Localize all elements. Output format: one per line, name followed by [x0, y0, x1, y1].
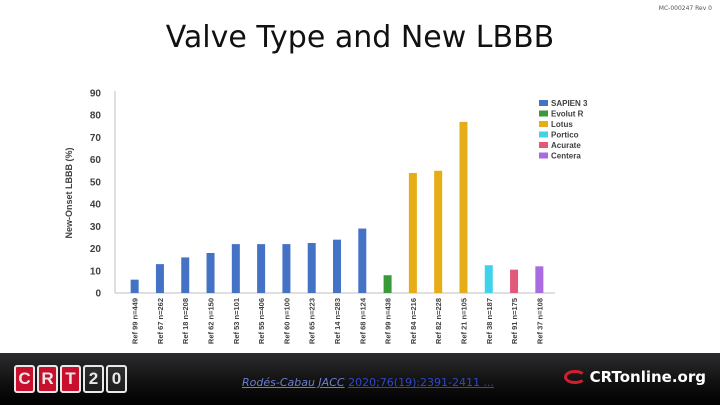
swoosh-icon [563, 370, 586, 384]
crt20-logo: C R T 2 0 [14, 365, 127, 393]
x-tick-label: Ref 18 n=208 [181, 298, 190, 344]
legend-label: Evolut R [551, 110, 584, 119]
y-tick-label: 70 [90, 133, 102, 144]
bar [333, 239, 341, 293]
citation-link[interactable]: 2020;76(19):2391-2411 ... [348, 376, 495, 389]
bar [307, 243, 316, 293]
legend-swatch [539, 131, 548, 138]
bar [535, 266, 544, 293]
legend-label: Lotus [551, 120, 573, 129]
x-tick-label: Ref 84 n=216 [409, 298, 418, 344]
y-tick-label: 30 [90, 222, 102, 233]
y-tick-label: 40 [90, 200, 102, 211]
bar [459, 121, 468, 293]
bar [484, 265, 493, 293]
x-tick-label: Ref 68 n=124 [358, 297, 367, 344]
x-tick-label: Ref 14 n=283 [333, 298, 342, 344]
bar [434, 170, 443, 293]
legend-swatch [539, 142, 548, 148]
x-tick-label: Ref 65 n=223 [308, 298, 317, 344]
x-tick-label: Ref 21 n=105 [459, 298, 468, 344]
y-tick-label: 60 [90, 155, 102, 166]
bar [155, 264, 164, 293]
legend-label: Acurate [551, 141, 581, 150]
y-tick-label: 10 [90, 266, 102, 277]
legend-label: Portico [551, 131, 579, 140]
legend-swatch [539, 152, 548, 159]
citation: Rodés-Cabau JACC 2020;76(19):2391-2411 .… [242, 376, 494, 389]
bar [510, 269, 519, 293]
x-tick-label: Ref 53 n=101 [232, 298, 241, 344]
logo-letter: C [14, 365, 35, 393]
y-tick-label: 20 [90, 244, 102, 255]
bar-chart: 0 10 20 30 40 50 60 70 80 90 New-Onset LBBB (%) Ref… [64, 89, 588, 345]
x-tick-label: Ref 55 n=406 [257, 298, 266, 344]
crtonline-label: CRTonline.org [589, 368, 706, 386]
bar [181, 257, 190, 293]
y-tick-label: 50 [90, 177, 102, 188]
logo-letter: 2 [83, 365, 104, 393]
x-tick-label: Ref 62 n=150 [207, 298, 216, 344]
logo-letter: T [60, 365, 81, 393]
slide-title: Valve Type and New LBBB [165, 20, 555, 55]
bar [231, 244, 240, 293]
bar [206, 253, 215, 293]
footer-bar: C R T 2 0 Rodés-Cabau JACC 2020;76(19):2… [0, 353, 720, 405]
x-tick-label: Ref 60 n=100 [282, 298, 291, 344]
bar [130, 279, 139, 293]
document-id: MC-000247 Rev 0 [658, 5, 712, 12]
y-tick-label: 0 [95, 289, 101, 300]
legend-label: Centera [551, 152, 581, 161]
x-tick-label: Ref 37 n=108 [535, 298, 544, 344]
legend-label: SAPIEN 3 [551, 99, 588, 108]
y-tick-label: 90 [90, 89, 102, 100]
bar [408, 173, 417, 293]
x-tick-label: Ref 99 n=438 [384, 298, 393, 344]
logo-letter: R [37, 365, 58, 393]
legend-swatch [539, 100, 548, 106]
y-tick-label: 80 [90, 111, 102, 122]
legend-swatch [539, 110, 548, 117]
bar [257, 244, 266, 293]
bar [282, 244, 291, 293]
bar [358, 228, 367, 293]
citation-text: Rodés-Cabau JACC [242, 376, 345, 389]
crtonline-logo[interactable]: CRTonline.org [563, 368, 706, 386]
x-tick-label: Ref 67 n=262 [156, 298, 165, 344]
legend-swatch [539, 121, 548, 127]
logo-letter: 0 [106, 365, 127, 393]
x-tick-label: Ref 82 n=228 [434, 298, 443, 344]
x-tick-label: Ref 38 n=187 [485, 298, 494, 344]
x-tick-label: Ref 99 n=449 [131, 298, 140, 344]
x-tick-label: Ref 91 n=175 [510, 298, 519, 344]
bar [383, 275, 392, 293]
y-axis-label: New-Onset LBBB (%) [64, 147, 74, 238]
